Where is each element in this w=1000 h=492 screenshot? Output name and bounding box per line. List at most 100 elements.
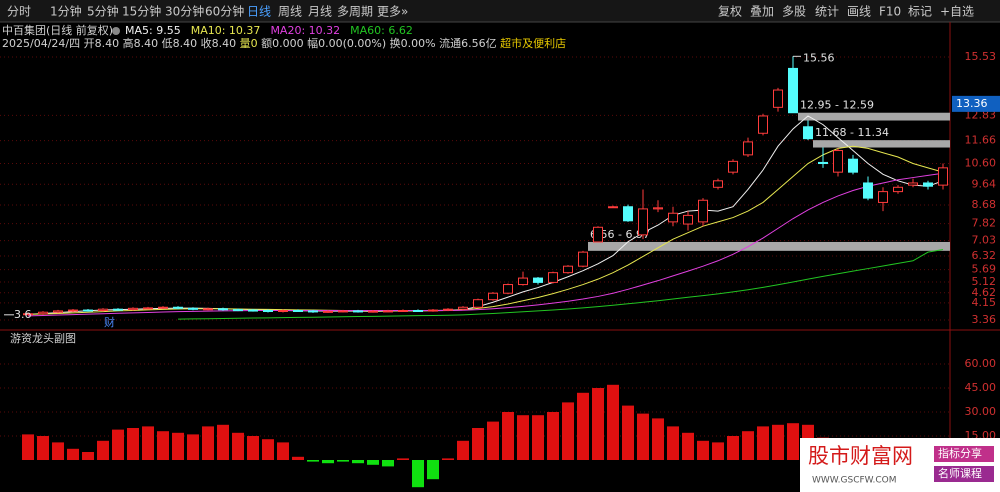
candle-body	[83, 309, 93, 312]
candle-body	[833, 150, 843, 173]
tab[interactable]: 5分钟	[87, 4, 119, 19]
tab[interactable]: 30分钟	[165, 4, 204, 19]
candle-body	[143, 307, 153, 310]
toolbar-left: 分时 1分钟 5分钟 15分钟 30分钟 60分钟 日线 周线 月线 多周期 更…	[7, 4, 408, 19]
bar	[742, 431, 754, 460]
candle-body	[113, 308, 123, 311]
bar	[127, 428, 139, 460]
bar	[712, 442, 724, 460]
button[interactable]: 多股	[782, 5, 806, 19]
bar	[517, 415, 529, 460]
ma-line	[177, 249, 944, 320]
open: 开8.40	[84, 37, 120, 50]
tab[interactable]: 60分钟	[205, 4, 244, 19]
tab[interactable]: 周线	[278, 5, 302, 19]
toolbar-right: 复权 叠加 多股 统计 画线 F10 标记 +自选	[718, 5, 974, 19]
bar	[682, 432, 694, 460]
high: 高8.40	[123, 36, 159, 50]
y-tick-label: 10.60	[965, 157, 997, 170]
button[interactable]: +自选	[940, 5, 974, 19]
candle-body	[908, 182, 918, 186]
button[interactable]: 叠加	[750, 5, 774, 19]
gap-band	[588, 241, 950, 251]
candle-body	[893, 186, 903, 193]
candle-body	[23, 313, 33, 316]
button[interactable]: 复权	[718, 5, 742, 19]
bar	[652, 418, 664, 460]
candle-body	[458, 306, 468, 310]
watermark-tag: 指标分享	[938, 446, 982, 460]
bar	[322, 460, 334, 464]
candle-body	[533, 277, 543, 283]
event-marker[interactable]: 财	[104, 315, 115, 329]
legend-entry: MA10: 10.37	[191, 24, 261, 37]
candle-body	[713, 180, 723, 188]
y-tick-label: 60.00	[965, 357, 997, 370]
bar	[337, 460, 349, 462]
candle-body	[383, 310, 393, 313]
ma-line	[27, 172, 944, 317]
bar	[397, 458, 409, 460]
bar	[427, 460, 439, 480]
bar	[232, 432, 244, 460]
candle-body	[488, 292, 498, 301]
candle-body	[128, 307, 138, 311]
watermark: 股市财富网 WWW.GSCFW.COM 指标分享 名师课程	[800, 438, 1000, 492]
button[interactable]: 画线	[847, 5, 871, 19]
settings-icon[interactable]	[112, 27, 120, 35]
legend-entry: MA5: 9.55	[125, 24, 181, 37]
candle-body	[593, 226, 603, 243]
candle-body	[743, 141, 753, 156]
bar	[367, 460, 379, 465]
y-tick-label: 30.00	[965, 405, 997, 418]
bar	[52, 442, 64, 460]
y-tick-label: 9.64	[972, 177, 997, 190]
candle-body	[638, 208, 648, 236]
candle-body	[443, 308, 453, 311]
tab[interactable]: 1分钟	[50, 4, 82, 19]
candle-body	[233, 309, 243, 312]
watermark-name: 股市财富网	[808, 444, 913, 468]
candle-body	[803, 126, 813, 140]
candle-body	[473, 299, 483, 308]
y-tick-label: 7.82	[972, 217, 997, 230]
tab[interactable]: 更多»	[377, 5, 408, 19]
bar	[577, 392, 589, 460]
bar	[772, 424, 784, 460]
bar	[307, 460, 319, 462]
button[interactable]: 统计	[815, 5, 839, 19]
bar	[352, 460, 364, 464]
info-line: 2025/04/24/四 开8.40 高8.40 低8.40 收8.40 量0 …	[2, 36, 566, 50]
candle-body	[323, 310, 333, 313]
y-tick-label: 45.00	[965, 381, 997, 394]
button[interactable]: F10	[879, 5, 901, 19]
candle-body	[203, 308, 213, 311]
candle-body	[938, 167, 948, 186]
bar	[247, 436, 259, 460]
bar	[607, 384, 619, 460]
candle-body	[788, 67, 798, 114]
ma-line	[27, 145, 944, 315]
tab-active[interactable]: 日线	[247, 5, 271, 19]
tab[interactable]: 多周期	[337, 5, 373, 19]
y-tick-label: 5.69	[972, 263, 997, 276]
bar	[562, 402, 574, 460]
tab[interactable]: 分时	[7, 5, 31, 19]
bar	[532, 415, 544, 460]
watermark-url: WWW.GSCFW.COM	[812, 476, 897, 486]
candle-body	[668, 212, 678, 223]
y-tick-label: 4.62	[972, 286, 997, 299]
button[interactable]: 标记	[908, 5, 932, 19]
candle-body	[218, 308, 228, 311]
bar	[667, 426, 679, 460]
candle-body	[278, 309, 288, 312]
range: 幅0.00(0.00%)	[307, 37, 386, 50]
candle-body	[368, 310, 378, 313]
tab[interactable]: 月线	[308, 5, 332, 19]
bar	[82, 452, 94, 460]
high-label: 15.56	[803, 51, 835, 64]
candle-body	[818, 161, 828, 165]
bar	[382, 460, 394, 467]
tab[interactable]: 15分钟	[122, 4, 161, 19]
